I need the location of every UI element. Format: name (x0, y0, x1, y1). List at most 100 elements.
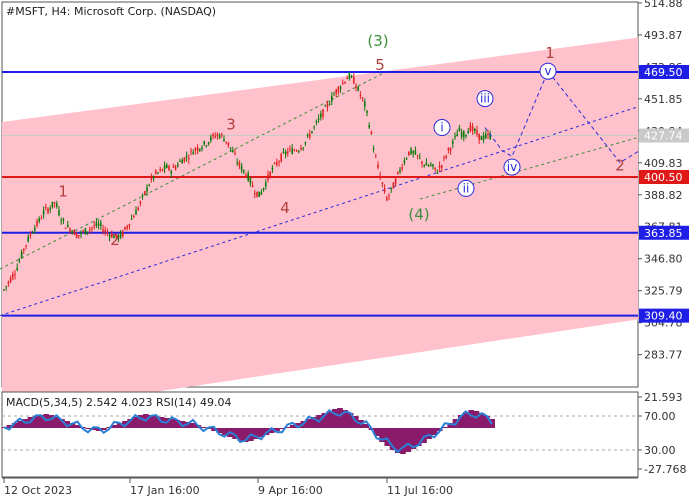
level-badge-label: 309.40 (644, 310, 683, 323)
candle-body (122, 231, 124, 237)
candle-body (40, 218, 43, 220)
candle-body (344, 81, 346, 84)
rsi-line (3, 409, 493, 454)
candle-body (86, 231, 89, 233)
candle-body (177, 164, 179, 167)
wave-label-1: 1 (545, 44, 555, 62)
candle-body (137, 207, 139, 210)
level-badge-label: 427.74 (644, 130, 683, 143)
candle-body (232, 150, 234, 153)
candle-body (172, 166, 175, 168)
candle-body (207, 142, 210, 144)
macd-bar (384, 428, 391, 446)
macd-bar (289, 425, 296, 428)
wave-label-circle (539, 62, 557, 80)
wave-label-ii: ii (463, 181, 470, 195)
candle-body (139, 201, 142, 204)
candle-body (115, 233, 117, 237)
macd-bar (331, 409, 338, 428)
candle-body (18, 260, 21, 262)
candle-body (73, 230, 76, 236)
candle-body (146, 187, 148, 192)
candle-body (53, 202, 56, 204)
candle-body (271, 167, 274, 170)
candle-body (238, 162, 241, 166)
price-tick-label: 346.80 (644, 253, 683, 266)
macd-bar (394, 428, 401, 453)
candle-body (399, 169, 401, 172)
candle-body (155, 170, 157, 174)
candle-body (108, 234, 111, 237)
candle-body (201, 147, 203, 150)
indicator-tick-label: 21.593 (644, 391, 683, 404)
candle-body (174, 166, 177, 170)
candle-body (212, 134, 214, 136)
price-tick-label: 409.83 (644, 157, 683, 170)
candle-body (471, 126, 474, 131)
candle-body (476, 130, 478, 135)
macd-bar (400, 428, 406, 454)
candle-body (42, 210, 45, 215)
candle-body (214, 135, 216, 138)
candle-body (91, 227, 93, 229)
candle-body (331, 95, 333, 102)
candle-body (278, 161, 280, 163)
candle-body (289, 148, 291, 150)
candle-body (449, 148, 452, 151)
candle-body (236, 162, 238, 164)
macd-bar (305, 419, 312, 428)
candle-body (463, 131, 465, 138)
candle-body (75, 233, 78, 238)
candle-body (36, 220, 38, 226)
candle-body (97, 223, 100, 226)
wave-projection (484, 70, 641, 164)
candle-body (438, 165, 441, 168)
candle-body (82, 230, 84, 232)
macd-bar (321, 413, 328, 428)
macd-bar (116, 423, 123, 428)
candle-body (258, 191, 260, 197)
candle-body (117, 235, 120, 239)
macd-bar (148, 415, 154, 428)
candle-body (64, 227, 67, 229)
candle-body (269, 171, 271, 177)
macd-bar (122, 421, 128, 428)
candle-body (210, 136, 212, 141)
indicator-tick-label: 70.00 (644, 410, 676, 423)
wave-label-(4): (4) (408, 205, 429, 223)
candle-body (221, 133, 223, 135)
level-badge (639, 65, 689, 79)
candle-body (317, 118, 320, 120)
macd-bar (347, 413, 354, 428)
macd-bar (85, 428, 91, 429)
candle-body (403, 160, 406, 163)
horizontal-levels (2, 71, 638, 317)
candle-body (78, 234, 80, 236)
candle-body (128, 224, 131, 227)
wave-label-circle (476, 90, 494, 108)
candle-body (361, 97, 364, 99)
macd-bar (463, 412, 469, 428)
candle-body (14, 274, 16, 276)
macd-histogram (1, 408, 496, 454)
candle-body (58, 210, 60, 216)
candle-body (478, 133, 480, 140)
candle-body (133, 216, 135, 218)
macd-bar (478, 413, 485, 428)
candle-body (412, 151, 414, 154)
macd-bar (174, 420, 181, 428)
candle-body (260, 192, 263, 195)
macd-bar (279, 428, 286, 429)
candle-body (414, 150, 417, 155)
candle-body (265, 182, 267, 187)
macd-bar (190, 423, 196, 428)
macd-bar (468, 410, 475, 428)
candle-body (304, 141, 307, 144)
candle-body (465, 135, 467, 137)
candle-body (93, 225, 95, 227)
candle-body (320, 113, 322, 118)
candle-body (337, 86, 340, 92)
macd-bar (64, 421, 70, 428)
candle-body (282, 151, 285, 153)
